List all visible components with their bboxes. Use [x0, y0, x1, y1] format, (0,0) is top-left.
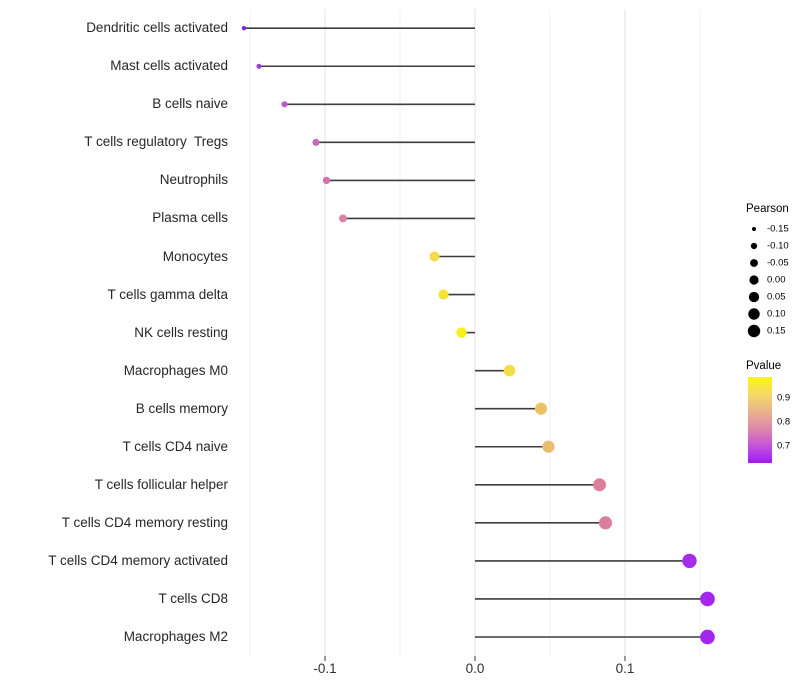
pearson-legend-dots — [747, 226, 761, 338]
pearson-legend-dot — [750, 242, 758, 250]
pearson-legend-dot — [751, 226, 757, 232]
lollipop-dot — [322, 176, 331, 185]
lollipop-dot — [256, 63, 262, 69]
pearson-legend-entry-label: -0.15 — [767, 223, 789, 235]
lollipop-dot — [312, 138, 320, 146]
y-axis-label: Neutrophils — [159, 172, 228, 188]
pearson-legend-entry-label: -0.05 — [767, 257, 789, 269]
lollipop-dot — [281, 101, 288, 108]
y-axis-label: Plasma cells — [152, 210, 228, 226]
lollipop-dot — [241, 25, 247, 31]
lollipop-dot — [700, 591, 715, 607]
pearson-legend-dot — [748, 291, 760, 303]
y-axis-label: Mast cells activated — [110, 58, 228, 74]
pvalue-legend-tick-label: 0.9 — [777, 392, 791, 404]
x-axis-tick-label: 0.1 — [615, 661, 635, 676]
x-axis-tick-label: 0.0 — [465, 661, 485, 676]
y-axis-label: T cells CD4 memory activated — [48, 552, 228, 568]
pearson-legend-entry-label: 0.00 — [767, 274, 786, 286]
pearson-legend-entry-label: 0.05 — [767, 291, 786, 303]
lollipop-dot — [534, 402, 548, 415]
pvalue-legend-tick-label: 0.7 — [777, 440, 791, 452]
pearson-legend-entry-label: 0.15 — [767, 325, 786, 337]
pvalue-legend-tick-label: 0.8 — [777, 416, 791, 428]
lollipop-dot — [700, 629, 715, 645]
pearson-legend-dot — [749, 275, 759, 285]
y-axis-label: T cells regulatory Tregs — [84, 134, 228, 150]
x-axis — [324, 656, 626, 661]
lollipop-dot — [339, 214, 347, 223]
lollipop-dot — [503, 364, 516, 377]
y-axis-label: B cells memory — [135, 400, 228, 416]
y-axis-label: Macrophages M2 — [123, 629, 228, 644]
x-axis-tick-label: -0.1 — [313, 661, 337, 676]
stem-layer — [244, 27, 708, 638]
y-axis-label: Monocytes — [162, 248, 228, 264]
pearson-legend-title: Pearson — [746, 203, 789, 215]
y-axis-label: T cells gamma delta — [107, 286, 228, 302]
lollipop-dot — [456, 327, 467, 338]
pvalue-gradient-bar — [748, 377, 772, 463]
pearson-legend-dot — [748, 308, 760, 320]
y-axis-label: T cells CD4 naive — [122, 438, 228, 454]
grid-layer — [249, 9, 701, 656]
y-axis-label: T cells follicular helper — [94, 476, 228, 492]
y-axis-label: T cells CD8 — [158, 590, 228, 606]
lollipop-dot — [598, 516, 613, 530]
y-axis-label: Macrophages M0 — [123, 362, 228, 378]
y-axis-label: Dendritic cells activated — [86, 20, 228, 36]
y-axis-label: B cells naive — [152, 96, 228, 112]
y-axis-label: T cells CD4 memory resting — [61, 514, 228, 530]
lollipop-dot — [542, 440, 555, 453]
pearson-legend-dot — [750, 259, 758, 267]
dot-layer — [241, 25, 715, 645]
lollipop-dot — [438, 289, 449, 300]
pearson-legend-dot — [747, 324, 761, 338]
lollipop-dot — [592, 478, 607, 492]
lollipop-dot — [429, 251, 440, 262]
pvalue-legend-title: Pvalue — [746, 360, 782, 372]
y-axis-label: NK cells resting — [134, 324, 228, 340]
pearson-legend-entry-label: 0.10 — [767, 308, 786, 320]
pearson-legend-entry-label: -0.10 — [767, 240, 789, 252]
lollipop-dot — [682, 553, 697, 569]
